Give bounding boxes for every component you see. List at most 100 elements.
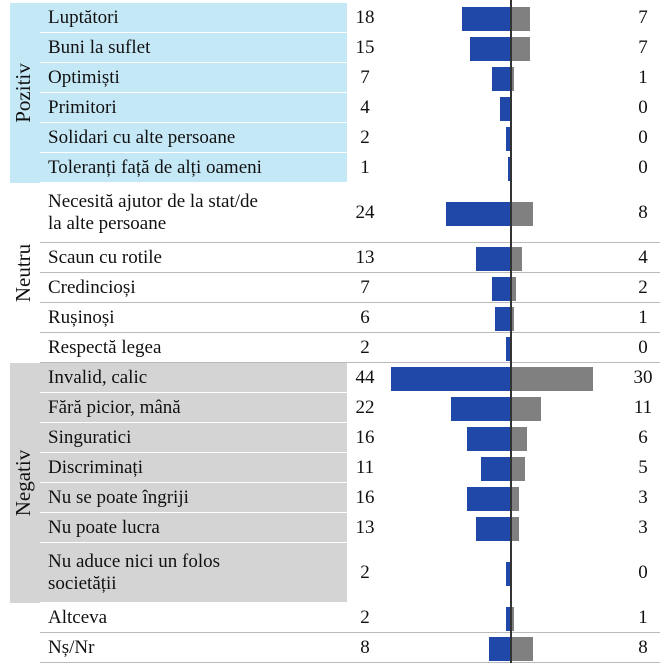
left-value: 16	[355, 487, 375, 508]
row-line	[40, 422, 660, 423]
left-value: 13	[355, 517, 375, 538]
row-label: Primitori	[48, 97, 117, 118]
row-line	[40, 32, 660, 33]
left-bar	[391, 367, 511, 391]
left-value: 8	[360, 637, 370, 658]
group-label: Negativ	[11, 449, 35, 517]
group-background	[10, 363, 347, 603]
row-line	[40, 392, 660, 393]
row-label: Luptători	[48, 7, 119, 28]
right-value: 1	[638, 607, 648, 628]
right-value: 8	[638, 637, 648, 658]
right-bar	[511, 7, 531, 31]
group-label: Neutru	[11, 243, 35, 303]
group-background	[10, 603, 347, 663]
left-bar	[445, 202, 511, 226]
axis-line	[510, 0, 512, 663]
left-bar	[462, 7, 511, 31]
left-value: 16	[355, 427, 375, 448]
right-value: 0	[638, 97, 648, 118]
row-label: Respectă legea	[48, 337, 162, 358]
left-value: 44	[355, 367, 375, 388]
left-value: 24	[355, 202, 375, 223]
right-value: 8	[638, 202, 648, 223]
row-label: Discriminați	[48, 457, 143, 478]
group-background	[10, 3, 347, 183]
right-value: 4	[638, 247, 648, 268]
row-line	[40, 332, 660, 333]
row-label: Nu se poate îngriji	[48, 487, 189, 508]
row-line	[40, 632, 660, 633]
left-bar	[451, 397, 511, 421]
right-bar	[511, 517, 520, 541]
left-value: 1	[360, 157, 370, 178]
row-line	[40, 152, 660, 153]
row-label: Scaun cu rotile	[48, 247, 162, 268]
right-value: 7	[638, 37, 648, 58]
left-bar	[467, 487, 511, 511]
left-bar	[470, 37, 511, 61]
left-bar	[475, 247, 511, 271]
row-label: Nu aduce nici un folos societății	[48, 551, 221, 594]
row-label: Singuratici	[48, 427, 132, 448]
right-bar	[511, 37, 531, 61]
right-value: 30	[633, 367, 653, 388]
left-bar	[505, 337, 511, 361]
right-bar	[511, 367, 593, 391]
row-line	[40, 512, 660, 513]
left-bar	[491, 277, 511, 301]
left-value: 6	[360, 307, 370, 328]
row-line	[40, 182, 660, 183]
row-line	[40, 242, 660, 243]
right-bar	[511, 487, 520, 511]
row-label: Credincioși	[48, 277, 136, 298]
right-bar	[511, 427, 528, 451]
row-line	[40, 482, 660, 483]
right-bar	[511, 67, 514, 91]
left-bar	[505, 127, 511, 151]
right-value: 0	[638, 337, 648, 358]
group-label: Pozitiv	[11, 63, 35, 123]
right-value: 3	[638, 487, 648, 508]
right-value: 7	[638, 7, 648, 28]
left-value: 7	[360, 277, 370, 298]
right-bar	[511, 397, 541, 421]
row-label: Toleranți față de alți oameni	[48, 157, 262, 178]
left-value: 2	[360, 127, 370, 148]
right-bar	[511, 277, 517, 301]
left-value: 13	[355, 247, 375, 268]
left-bar	[491, 67, 511, 91]
left-bar	[467, 427, 511, 451]
left-bar	[475, 517, 511, 541]
left-value: 2	[360, 607, 370, 628]
right-value: 0	[638, 157, 648, 178]
row-line	[40, 362, 660, 363]
left-value: 7	[360, 67, 370, 88]
left-value: 18	[355, 7, 375, 28]
row-label: Nu poate lucra	[48, 517, 160, 538]
row-line	[40, 272, 660, 273]
row-line	[40, 452, 660, 453]
right-bar	[511, 607, 514, 631]
row-line	[40, 92, 660, 93]
left-bar	[494, 307, 511, 331]
left-bar	[489, 637, 511, 661]
row-label: Altceva	[48, 607, 108, 628]
row-line	[40, 602, 660, 603]
row-label: Solidari cu alte persoane	[48, 127, 236, 148]
row-label: Invalid, calic	[48, 367, 148, 388]
row-label: Fără picior, mână	[48, 397, 181, 418]
left-bar	[500, 97, 511, 121]
right-value: 0	[638, 562, 648, 583]
right-value: 6	[638, 427, 648, 448]
row-label: Optimiști	[48, 67, 120, 88]
row-label: Buni la suflet	[48, 37, 151, 58]
row-label: Rușinoși	[48, 307, 115, 328]
right-value: 3	[638, 517, 648, 538]
right-bar	[511, 307, 514, 331]
right-value: 2	[638, 277, 648, 298]
row-label: Nș/Nr	[48, 637, 95, 658]
left-bar	[508, 157, 511, 181]
row-label: Necesită ajutor de la stat/de la alte pe…	[48, 191, 258, 234]
